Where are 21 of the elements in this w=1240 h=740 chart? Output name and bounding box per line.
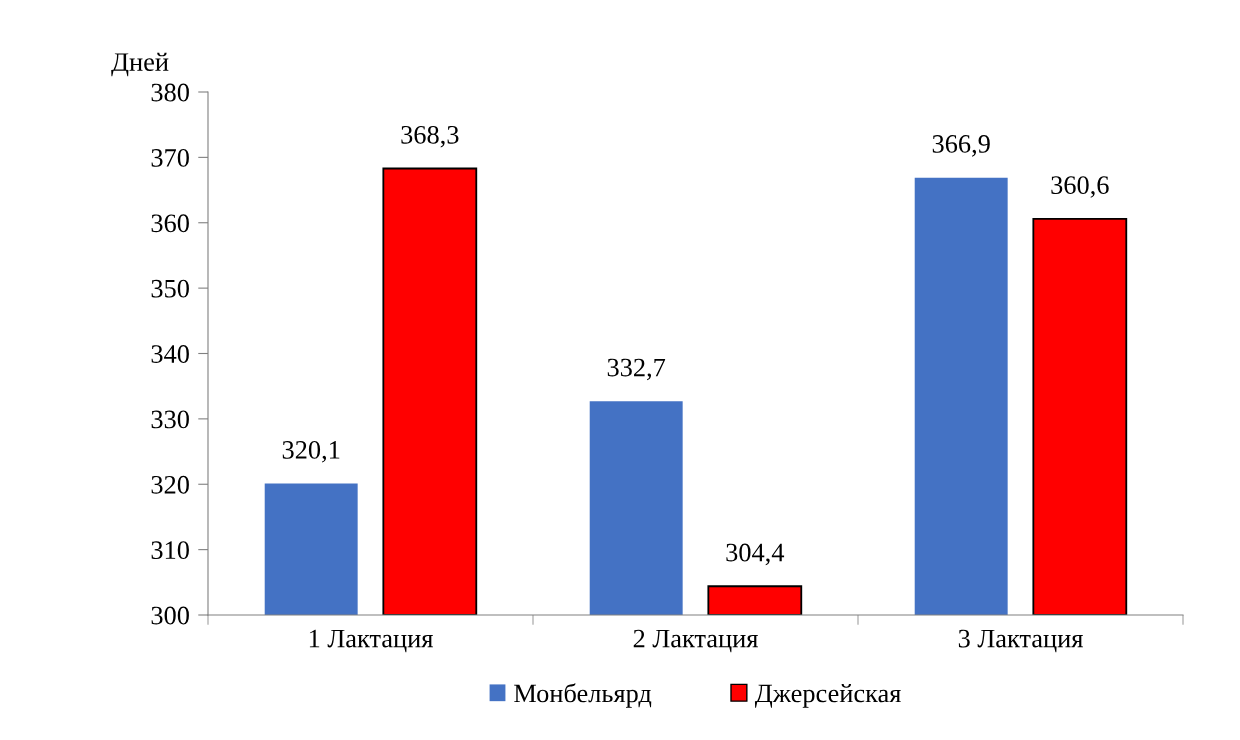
x-tick-label: 1 Лактация — [309, 629, 433, 653]
x-tick-label: 3 Лактация — [958, 629, 1083, 653]
y-tick-label: 320 — [151, 475, 189, 494]
y-tick-label: 300 — [151, 606, 189, 625]
y-tick-label: 380 — [151, 83, 189, 102]
data-label: 304,4 — [726, 543, 785, 566]
data-label: 368,3 — [401, 125, 459, 148]
data-label: 332,7 — [607, 358, 666, 381]
data-label: 320,1 — [282, 440, 340, 463]
y-tick-label: 370 — [151, 148, 189, 167]
y-tick-label: 310 — [151, 541, 189, 560]
x-tick-label: 2 Лактация — [633, 629, 758, 653]
y-tick-label: 350 — [151, 279, 189, 298]
data-label: 366,9 — [932, 135, 990, 157]
y-axis-title: Дней — [111, 52, 169, 77]
y-tick-label: 330 — [151, 410, 189, 429]
y-tick-label: 360 — [151, 214, 189, 233]
legend-label: Джерсейская — [754, 684, 901, 708]
legend-label: Монбельярд — [514, 683, 652, 708]
data-label: 360,6 — [1051, 176, 1109, 198]
y-tick-label: 340 — [151, 345, 189, 363]
